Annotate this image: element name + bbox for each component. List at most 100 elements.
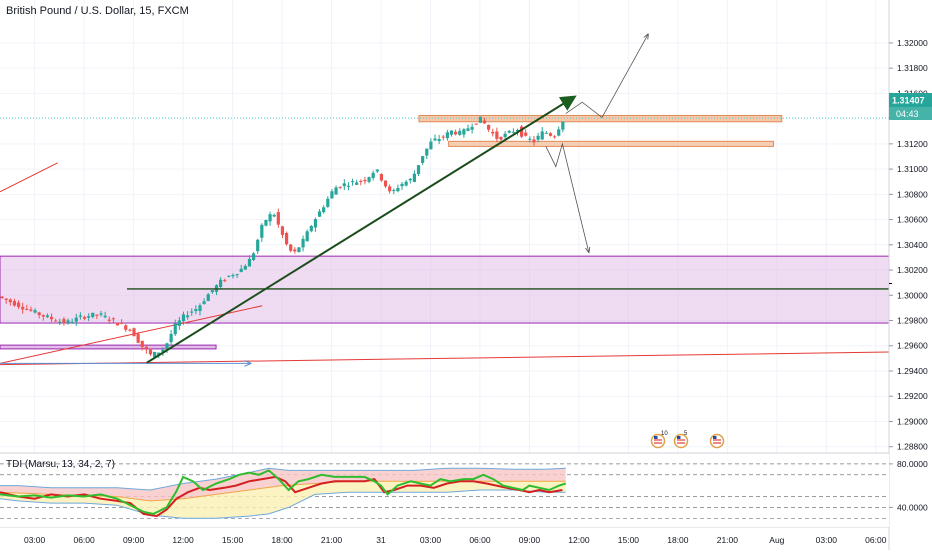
price-tick-label: 1.29400 bbox=[897, 366, 928, 376]
candle-body-up bbox=[458, 130, 462, 135]
candle-body-up bbox=[404, 181, 408, 186]
candle-body-up bbox=[421, 156, 425, 163]
candle-body-up bbox=[540, 131, 544, 140]
candle-body-down bbox=[383, 180, 388, 187]
candle-body-down bbox=[148, 349, 153, 355]
event-count: 5 bbox=[684, 431, 688, 437]
tdi-lower-band bbox=[0, 489, 566, 519]
time-tick-label: 15:00 bbox=[618, 535, 640, 545]
chart-title: British Pound / U.S. Dollar, 15, FXCM bbox=[6, 5, 189, 17]
candle-body-down bbox=[29, 309, 33, 311]
candle-body-down bbox=[16, 302, 21, 307]
candle-body-up bbox=[396, 188, 400, 192]
price-tick-label: 1.30800 bbox=[897, 189, 928, 199]
candle-body-up bbox=[437, 139, 441, 142]
candle-body-up bbox=[511, 131, 515, 133]
candle-body-up bbox=[375, 169, 379, 172]
candle-body-up bbox=[400, 183, 404, 187]
candle-body-down bbox=[338, 186, 342, 188]
candle-body-down bbox=[49, 316, 54, 320]
candle-body-down bbox=[379, 173, 384, 181]
time-tick-label: 18:00 bbox=[667, 535, 689, 545]
price-tick-label: 1.30200 bbox=[897, 265, 928, 275]
drawings-front bbox=[127, 34, 889, 364]
candle-body-down bbox=[388, 186, 392, 192]
candle-body-up bbox=[268, 214, 272, 222]
time-tick-label: 09:00 bbox=[123, 535, 145, 545]
price-tick-label: 1.32000 bbox=[897, 38, 928, 48]
candle-body-down bbox=[136, 333, 140, 343]
candle-body-down bbox=[276, 212, 280, 225]
uptrend-arrow bbox=[146, 95, 577, 364]
candle-body-up bbox=[256, 239, 260, 252]
trend-line-red-1 bbox=[0, 162, 58, 193]
candle-body-down bbox=[482, 120, 487, 124]
candle-body-up bbox=[177, 320, 181, 326]
candle-body-up bbox=[305, 231, 309, 242]
candle-body-up bbox=[74, 317, 78, 322]
candle-body-up bbox=[507, 130, 511, 133]
candle-body-up bbox=[326, 198, 330, 207]
candle-body-up bbox=[334, 187, 338, 195]
candle-body-up bbox=[449, 130, 454, 135]
candle-body-up bbox=[206, 294, 210, 301]
candle-body-up bbox=[536, 135, 540, 140]
flag-canton bbox=[713, 436, 717, 439]
flag-canton bbox=[654, 436, 658, 439]
candle-body-up bbox=[210, 290, 214, 293]
candle-body-up bbox=[45, 315, 50, 318]
tdi-axis[interactable]: 80.0000 40.0000 bbox=[889, 459, 928, 513]
candle-body-down bbox=[8, 299, 12, 303]
candle-body-up bbox=[433, 138, 437, 141]
candle-body-up bbox=[416, 165, 421, 175]
price-tick-label: 1.31200 bbox=[897, 139, 928, 149]
tdi-title: TDI (Marsu, 13, 34, 2, 7) bbox=[6, 459, 115, 470]
candle-body-up bbox=[528, 138, 532, 140]
candle-body-down bbox=[289, 244, 293, 251]
candle-body-down bbox=[120, 322, 124, 324]
tdi-lower-fill bbox=[0, 481, 566, 519]
candle-body-down bbox=[62, 318, 66, 324]
candle-body-up bbox=[194, 309, 198, 312]
candle-body-down bbox=[293, 249, 297, 252]
candle-body-up bbox=[330, 191, 334, 199]
candle-body-up bbox=[392, 190, 396, 192]
time-axis[interactable]: 03:00 06:00 09:00 12:00 15:00 18:00 21:00 31 03:… bbox=[24, 535, 887, 545]
price-tick-label: 1.29000 bbox=[897, 416, 928, 426]
time-tick-label: Aug bbox=[769, 535, 784, 545]
candle-body-up bbox=[313, 219, 318, 228]
time-tick-label: 18:00 bbox=[271, 535, 293, 545]
support-zone bbox=[448, 140, 775, 147]
time-tick-label: 31 bbox=[376, 535, 386, 545]
candle-body-up bbox=[157, 352, 161, 356]
candle-body-up bbox=[561, 121, 565, 130]
us-flag-icon bbox=[709, 433, 725, 449]
candle-body-down bbox=[495, 131, 499, 139]
candle-body-up bbox=[346, 185, 351, 187]
candle-body-down bbox=[12, 300, 17, 306]
candle-body-up bbox=[169, 333, 173, 343]
candle-body-up bbox=[231, 275, 235, 277]
candle-body-down bbox=[520, 126, 524, 137]
candle-body-up bbox=[251, 253, 256, 260]
candle-body-up bbox=[478, 116, 482, 123]
candle-body-down bbox=[41, 314, 45, 317]
event-badges[interactable]: 10 5 bbox=[650, 431, 725, 449]
candle-body-up bbox=[99, 313, 103, 315]
candle-body-up bbox=[466, 128, 470, 131]
price-tick-label: 1.29600 bbox=[897, 341, 928, 351]
candle-body-up bbox=[264, 220, 268, 226]
candle-body-down bbox=[144, 346, 148, 350]
candle-body-down bbox=[115, 322, 120, 326]
price-tick-label: 1.29800 bbox=[897, 316, 928, 326]
bullish-scenario-arrow bbox=[565, 34, 649, 118]
candle-body-up bbox=[58, 321, 62, 323]
time-tick-label: 09:00 bbox=[519, 535, 541, 545]
candle-body-down bbox=[140, 340, 144, 348]
event-count: 10 bbox=[661, 431, 668, 437]
candle-body-up bbox=[181, 314, 186, 322]
candle-body-up bbox=[445, 132, 449, 139]
candle-body-down bbox=[21, 306, 25, 310]
candle-body-up bbox=[470, 126, 474, 130]
